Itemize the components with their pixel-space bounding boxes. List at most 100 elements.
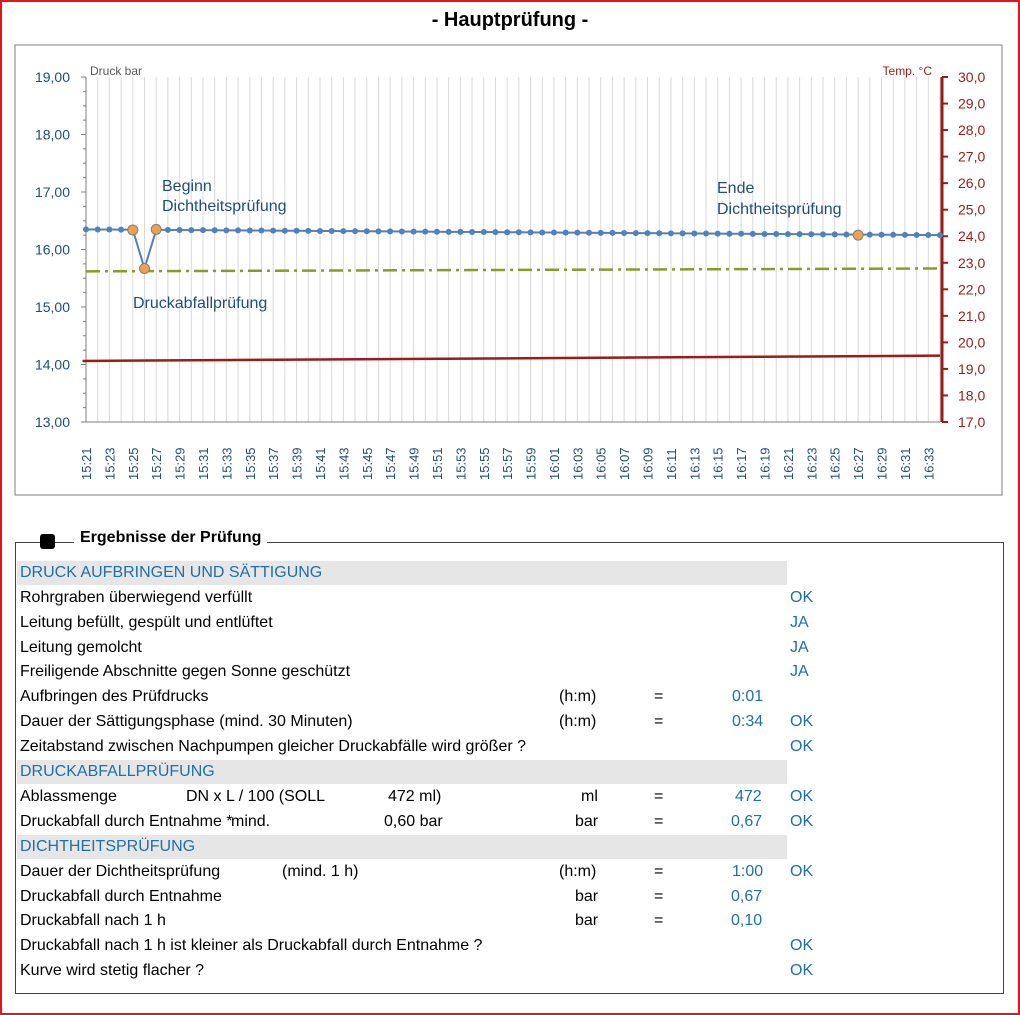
y2-tick-label: 27,0: [958, 149, 985, 165]
x-tick-label: 16:31: [898, 447, 913, 480]
pressure-point: [316, 227, 323, 234]
pressure-point: [784, 231, 791, 238]
row-eq: =: [654, 688, 664, 705]
row-value: 0:01: [732, 688, 764, 705]
row-formula: DN x L / 100 (SOLL: [186, 788, 326, 805]
row-label: Rohrgraben überwiegend verfüllt: [20, 589, 253, 606]
pressure-point: [480, 229, 487, 236]
y-tick-label: 14,00: [35, 357, 70, 373]
pressure-point: [270, 227, 277, 234]
pressure-point: [679, 230, 686, 237]
row-unit: (h:m): [559, 688, 597, 705]
row-formula: mind.: [231, 813, 271, 830]
row-unit: (h:m): [559, 863, 597, 880]
section-druckabfallpruefung: DRUCKABFALLPRÜFUNG: [17, 760, 787, 784]
row-label: Leitung gemolcht: [20, 639, 142, 656]
pressure-point: [293, 227, 300, 234]
pressure-point: [586, 229, 593, 236]
row-value: 0,67: [731, 813, 763, 830]
row-value: 1:00: [732, 863, 764, 880]
x-tick-label: 15:37: [266, 447, 281, 480]
annotation-druckabfall: Druckabfallprüfung: [133, 295, 267, 312]
pressure-point: [703, 230, 710, 237]
pressure-point: [691, 230, 698, 237]
setpoint-line: [85, 267, 941, 273]
x-tick-label: 16:03: [570, 447, 585, 480]
pressure-point: [527, 229, 534, 236]
row-status: OK: [790, 738, 814, 755]
row-label: Dauer der Dichtheitsprüfung: [20, 863, 221, 880]
row-unit: bar: [575, 912, 599, 929]
pressure-point: [164, 226, 171, 233]
pressure-point: [176, 227, 183, 234]
y2-tick-label: 24,0: [958, 228, 985, 244]
bullet-icon: [40, 534, 55, 549]
pressure-point: [656, 230, 663, 237]
annotation-beginn: Beginn: [162, 178, 212, 195]
pressure-point: [761, 230, 768, 237]
x-tick-label: 15:23: [102, 447, 117, 480]
pressure-point: [328, 228, 335, 235]
pressure-point: [866, 231, 873, 238]
pressure-point: [913, 231, 920, 238]
pressure-point: [714, 230, 721, 237]
pressure-point: [820, 231, 827, 238]
row-label: Aufbringen des Prüfdrucks: [20, 688, 209, 705]
row-status: JA: [790, 639, 809, 656]
x-tick-label: 15:53: [453, 447, 468, 480]
pressure-point: [223, 227, 230, 234]
y2-tick-label: 22,0: [958, 281, 985, 297]
x-tick-label: 16:11: [664, 448, 679, 480]
x-tick-label: 15:39: [290, 447, 305, 480]
x-tick-label: 16:21: [781, 447, 796, 480]
x-tick-label: 16:25: [828, 447, 843, 480]
row-status: OK: [790, 788, 814, 805]
x-tick-label: 15:59: [524, 447, 539, 480]
y2-tick-label: 28,0: [958, 122, 985, 138]
pressure-point: [574, 229, 581, 236]
y-axis-title: Druck bar: [90, 64, 142, 78]
event-marker: [138, 262, 150, 274]
pressure-point: [632, 230, 639, 237]
row-eq: =: [654, 788, 664, 805]
annotation-ende: Dichtheitsprüfung: [717, 201, 842, 218]
pressure-point: [644, 230, 651, 237]
pressure-point: [305, 227, 312, 234]
y-tick-label: 18,00: [35, 127, 70, 143]
row-eq: =: [654, 888, 664, 905]
pressure-point: [94, 226, 101, 233]
pressure-point: [410, 228, 417, 235]
pressure-point: [246, 227, 253, 234]
pressure-point: [937, 232, 943, 239]
results-heading: Ergebnisse der Prüfung: [74, 529, 268, 547]
pressure-point: [457, 228, 464, 235]
x-tick-label: 15:55: [477, 447, 492, 480]
event-marker: [852, 229, 864, 241]
y-tick-label: 16,00: [35, 242, 70, 258]
row-value: 472: [735, 788, 762, 805]
pressure-point: [621, 229, 628, 236]
row-value: 0,67: [731, 888, 763, 905]
x-tick-label: 16:29: [875, 447, 890, 480]
row-eq: =: [654, 713, 664, 730]
row-status: OK: [790, 813, 814, 830]
row-label: Kurve wird stetig flacher ?: [20, 962, 205, 979]
pressure-point: [363, 228, 370, 235]
row-status: OK: [790, 937, 814, 954]
row-formula: (mind. 1 h): [282, 863, 359, 880]
y2-tick-label: 23,0: [958, 255, 985, 271]
row-unit: bar: [575, 888, 599, 905]
pressure-point: [749, 230, 756, 237]
chart-border: [14, 44, 1003, 496]
pressure-point: [667, 230, 674, 237]
x-tick-label: 15:31: [196, 447, 211, 480]
y2-tick-label: 19,0: [958, 361, 985, 377]
pressure-point: [352, 228, 359, 235]
y-tick-label: 17,00: [35, 184, 70, 200]
x-tick-label: 16:19: [758, 447, 773, 480]
pressure-point: [773, 231, 780, 238]
pressure-point: [387, 228, 394, 235]
row-status: OK: [790, 962, 814, 979]
pressure-chart: 13,00 14,00 15,00 16,00 17,00 18,00 19,00 17,0 1…: [14, 44, 1003, 496]
